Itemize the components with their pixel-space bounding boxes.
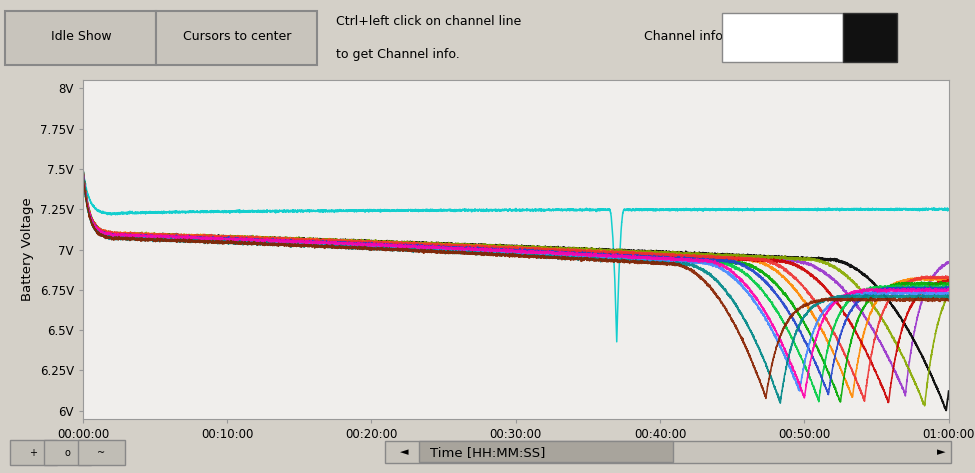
Text: Time [HH:MM:SS]: Time [HH:MM:SS] xyxy=(430,446,545,459)
FancyBboxPatch shape xyxy=(722,13,843,62)
FancyBboxPatch shape xyxy=(419,441,673,462)
FancyBboxPatch shape xyxy=(385,441,951,463)
Text: ►: ► xyxy=(937,447,945,457)
FancyBboxPatch shape xyxy=(78,440,125,465)
Text: to get Channel info.: to get Channel info. xyxy=(336,48,460,61)
Text: Idle Show: Idle Show xyxy=(51,30,111,43)
FancyBboxPatch shape xyxy=(5,11,156,65)
FancyBboxPatch shape xyxy=(44,440,91,465)
Y-axis label: Battery Voltage: Battery Voltage xyxy=(21,198,34,301)
FancyBboxPatch shape xyxy=(156,11,317,65)
Text: ◄: ◄ xyxy=(401,447,409,457)
Text: ~: ~ xyxy=(98,448,105,458)
Text: o: o xyxy=(64,448,70,458)
Text: +: + xyxy=(29,448,37,458)
FancyBboxPatch shape xyxy=(10,440,57,465)
Text: Cursors to center: Cursors to center xyxy=(182,30,292,43)
Text: Channel info: Channel info xyxy=(644,30,722,43)
Text: Ctrl+left click on channel line: Ctrl+left click on channel line xyxy=(336,15,522,28)
FancyBboxPatch shape xyxy=(843,13,897,62)
